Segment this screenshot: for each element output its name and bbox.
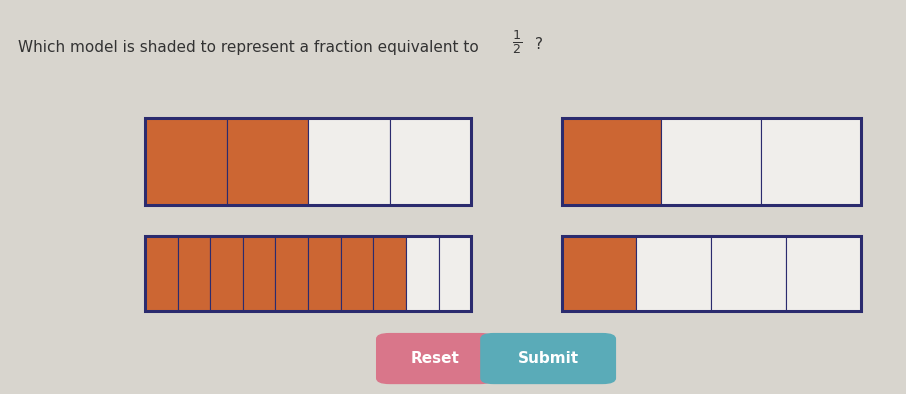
Bar (711, 236, 786, 311)
Bar (439, 236, 471, 311)
Bar (308, 118, 390, 205)
Bar (786, 236, 861, 311)
Text: ?: ? (535, 37, 543, 52)
Bar (145, 118, 226, 205)
Text: $\frac{1}{2}$: $\frac{1}{2}$ (512, 28, 522, 56)
Bar (390, 118, 471, 205)
Bar (178, 236, 210, 311)
Bar (210, 236, 243, 311)
Bar (243, 236, 275, 311)
Bar (275, 236, 308, 311)
Bar (562, 236, 636, 311)
FancyBboxPatch shape (376, 333, 494, 384)
Bar (145, 118, 471, 205)
Bar (562, 236, 861, 311)
Text: Reset: Reset (410, 351, 459, 366)
Text: Which model is shaded to represent a fraction equivalent to: Which model is shaded to represent a fra… (18, 40, 484, 55)
Bar (341, 236, 373, 311)
Bar (373, 236, 406, 311)
Bar (145, 236, 178, 311)
Bar (761, 118, 861, 205)
Bar (562, 118, 861, 205)
FancyBboxPatch shape (480, 333, 616, 384)
Bar (636, 236, 711, 311)
Bar (145, 236, 471, 311)
Bar (308, 236, 341, 311)
Text: Submit: Submit (517, 351, 579, 366)
Bar (406, 236, 439, 311)
Bar (661, 118, 761, 205)
Bar (562, 118, 661, 205)
Bar (226, 118, 308, 205)
